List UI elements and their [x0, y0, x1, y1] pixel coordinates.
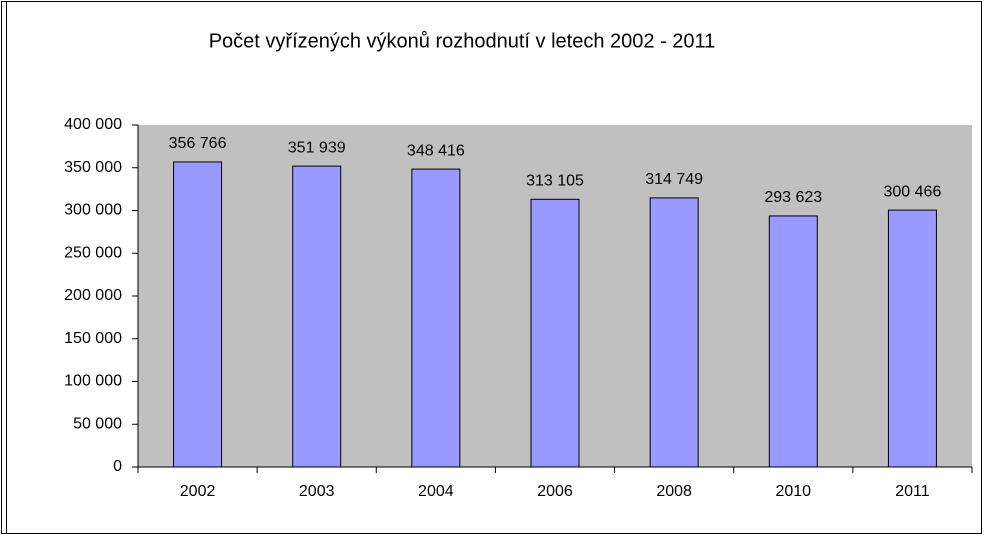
data-label: 300 466 — [884, 183, 942, 200]
data-label: 356 766 — [169, 135, 227, 152]
x-tick-label: 2003 — [299, 483, 335, 500]
x-tick-label: 2008 — [656, 483, 692, 500]
x-tick-label: 2006 — [537, 483, 573, 500]
x-tick-label: 2011 — [895, 483, 930, 500]
x-tick-label: 2002 — [180, 483, 216, 500]
bar — [887, 209, 937, 468]
bar — [768, 215, 818, 468]
data-label: 293 623 — [764, 189, 822, 206]
y-tick-label: 250 000 — [64, 244, 122, 261]
y-tick-label: 400 000 — [64, 116, 122, 133]
x-tick-label: 2004 — [418, 483, 454, 500]
y-tick-label: 300 000 — [64, 202, 122, 219]
data-label: 313 105 — [526, 173, 584, 190]
bar — [411, 168, 461, 468]
bar — [649, 197, 699, 468]
bar — [530, 198, 580, 468]
y-tick-label: 350 000 — [64, 159, 122, 176]
data-label: 351 939 — [288, 139, 346, 156]
x-tick-label: 2010 — [775, 483, 811, 500]
y-tick-label: 0 — [113, 458, 122, 475]
data-label: 348 416 — [407, 142, 465, 159]
y-tick-label: 100 000 — [64, 373, 122, 390]
data-label: 314 749 — [645, 171, 703, 188]
y-tick-label: 200 000 — [64, 287, 122, 304]
bar — [292, 165, 342, 468]
chart-title: Počet vyřízených výkonů rozhodnutí v let… — [209, 30, 716, 52]
y-tick-label: 50 000 — [73, 415, 122, 432]
bar — [173, 161, 223, 468]
y-tick-label: 150 000 — [64, 330, 122, 347]
